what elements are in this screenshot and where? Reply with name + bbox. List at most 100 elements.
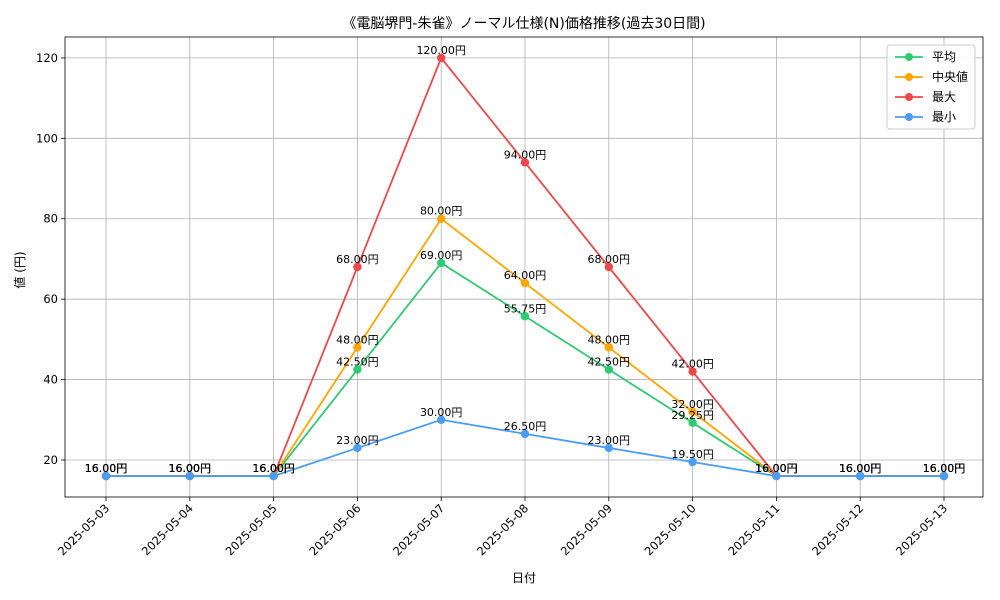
data-point — [604, 262, 613, 272]
data-label: 16.00円 — [169, 462, 212, 475]
data-label: 16.00円 — [755, 462, 798, 475]
data-label: 42.50円 — [336, 356, 379, 369]
data-point — [604, 365, 613, 374]
data-label: 64.00円 — [504, 269, 547, 282]
data-label: 94.00円 — [504, 148, 547, 161]
y-tick-label: 60 — [43, 292, 58, 306]
y-tick-label: 100 — [36, 131, 58, 145]
data-label: 42.50円 — [588, 356, 631, 369]
series — [101, 53, 949, 481]
data-point — [688, 367, 697, 376]
y-tick-label: 80 — [43, 212, 58, 226]
data-label: 16.00円 — [252, 462, 295, 475]
x-axis: 2025-05-03 2025-05-04 2025-05-05 2025-05-06… — [55, 497, 950, 558]
data-label: 120.00円 — [416, 44, 466, 57]
x-tick-label: 2025-05-07 — [390, 501, 447, 558]
data-label: 16.00円 — [252, 462, 295, 475]
data-label: 29.25円 — [671, 409, 714, 422]
y-axis-label: 値 (円) — [12, 251, 27, 288]
legend-label: 中央値 — [932, 69, 968, 84]
data-point — [604, 443, 613, 453]
data-label: 16.00円 — [85, 462, 128, 475]
data-label: 16.00円 — [755, 462, 798, 475]
data-point — [772, 471, 781, 481]
data-point — [437, 214, 446, 223]
y-axis: 20 40 60 80 100 120 — [36, 51, 65, 467]
legend-marker — [905, 53, 913, 61]
data-label: 16.00円 — [85, 462, 128, 475]
data-point — [437, 53, 446, 63]
data-point — [939, 471, 949, 481]
x-tick-label: 2025-05-04 — [139, 501, 196, 558]
data-label: 16.00円 — [755, 462, 798, 475]
legend-marker — [905, 73, 913, 81]
x-tick-label: 2025-05-10 — [642, 501, 699, 558]
legend-label: 最大 — [932, 90, 956, 104]
data-label: 16.00円 — [839, 462, 882, 475]
x-tick-label: 2025-05-05 — [223, 501, 280, 558]
data-point — [520, 312, 530, 321]
data-label: 23.00円 — [336, 434, 379, 447]
data-label: 16.00円 — [169, 462, 212, 475]
data-label: 16.00円 — [85, 462, 128, 475]
data-label: 16.00円 — [252, 462, 295, 475]
data-point — [688, 418, 697, 428]
data-label: 23.00円 — [588, 434, 631, 447]
data-point — [353, 343, 362, 352]
data-label: 30.00円 — [420, 406, 463, 419]
data-point — [520, 158, 530, 167]
legend-marker — [905, 113, 913, 121]
data-label: 69.00円 — [420, 249, 463, 262]
data-point — [856, 471, 865, 481]
plot-frame — [64, 36, 984, 498]
data-label: 16.00円 — [839, 462, 882, 475]
data-point — [437, 415, 446, 424]
data-label: 80.00円 — [420, 205, 463, 218]
data-label: 16.00円 — [85, 462, 128, 475]
data-point — [437, 258, 446, 268]
data-label: 16.00円 — [169, 462, 212, 475]
x-tick-label: 2025-05-11 — [725, 501, 782, 558]
data-label: 68.00円 — [336, 253, 379, 266]
data-label: 48.00円 — [336, 333, 379, 346]
data-point — [353, 365, 362, 374]
y-tick-label: 20 — [43, 453, 58, 467]
data-label: 16.00円 — [252, 462, 295, 475]
data-point — [101, 471, 111, 481]
data-label: 16.00円 — [839, 462, 882, 475]
chart-title: 《電脳堺門-朱雀》ノーマル仕様(N)価格推移(過去30日間) — [342, 16, 705, 32]
x-tick-label: 2025-05-03 — [55, 501, 112, 558]
data-label: 16.00円 — [923, 462, 966, 475]
data-point — [185, 471, 194, 481]
data-label: 16.00円 — [923, 462, 966, 475]
x-tick-label: 2025-05-12 — [809, 501, 866, 558]
data-point — [520, 429, 530, 439]
data-label: 26.50円 — [504, 420, 547, 433]
data-point — [353, 262, 362, 272]
x-tick-label: 2025-05-08 — [474, 501, 531, 558]
data-label: 48.00円 — [588, 333, 631, 346]
y-tick-label: 40 — [43, 373, 58, 387]
data-label: 32.00円 — [671, 398, 714, 411]
data-label: 16.00円 — [839, 462, 882, 475]
data-point — [688, 457, 697, 467]
x-tick-label: 2025-05-06 — [306, 501, 363, 558]
data-label: 42.00円 — [671, 358, 714, 371]
data-label: 16.00円 — [923, 462, 966, 475]
data-label: 16.00円 — [923, 462, 966, 475]
data-label: 16.00円 — [755, 462, 798, 475]
data-point — [269, 471, 278, 481]
data-label: 68.00円 — [588, 253, 631, 266]
x-tick-label: 2025-05-09 — [558, 501, 615, 558]
data-point — [688, 407, 697, 416]
legend-marker — [905, 93, 913, 101]
y-tick-label: 120 — [36, 51, 58, 65]
data-point — [520, 278, 530, 288]
legend-box — [886, 44, 976, 130]
data-label: 55.75円 — [504, 302, 547, 315]
legend-label: 最小 — [932, 110, 956, 124]
data-label: 16.00円 — [169, 462, 212, 475]
data-point — [353, 443, 362, 453]
